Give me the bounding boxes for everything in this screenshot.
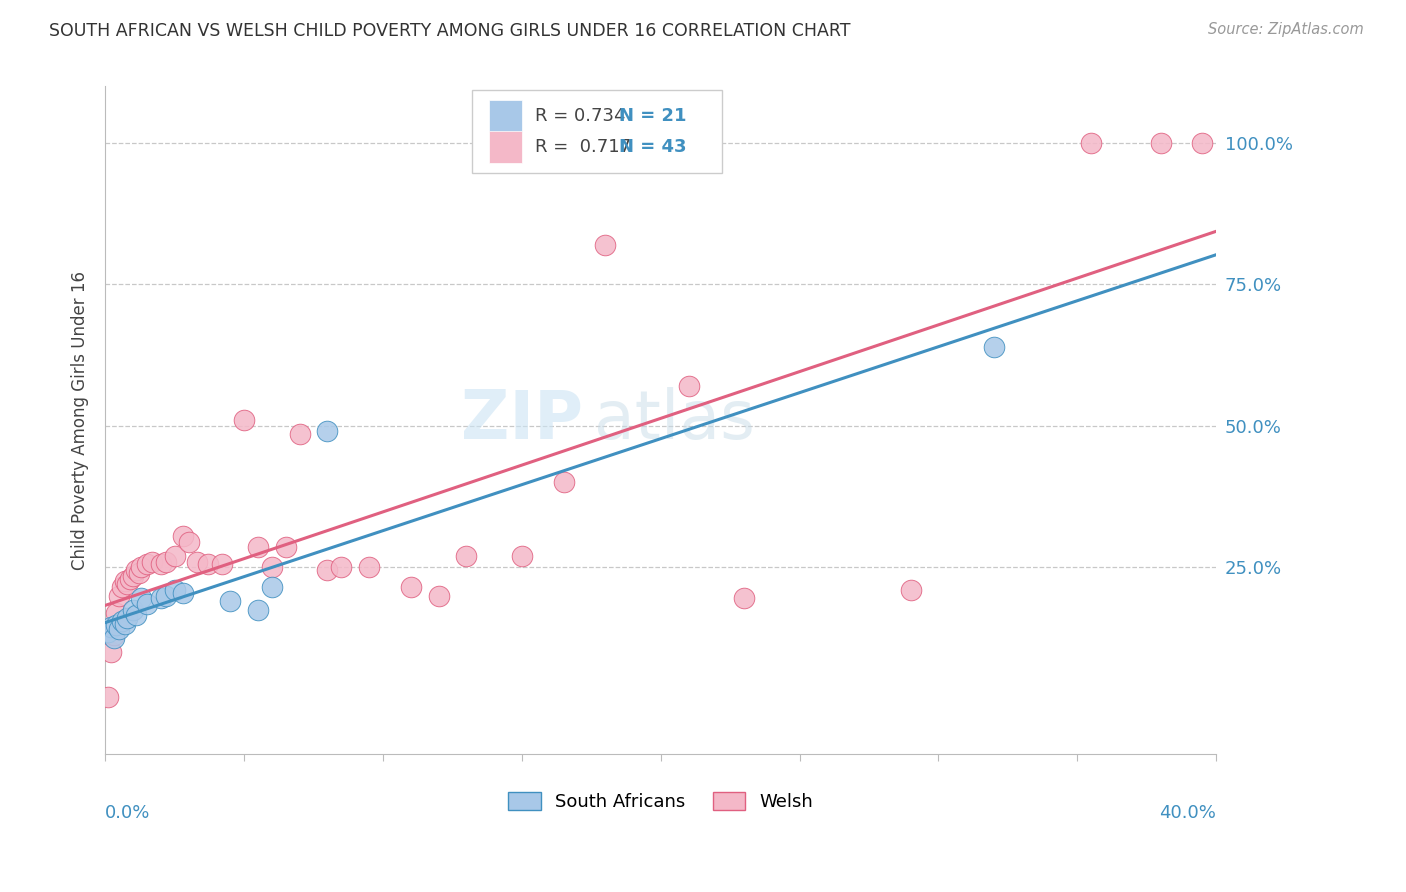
Point [553, 475, 575, 490]
Text: ZIP: ZIP [461, 387, 583, 453]
Point [233, 413, 256, 427]
Point [135, 597, 157, 611]
Point [211, 558, 233, 572]
Point [172, 529, 194, 543]
Point [125, 563, 148, 577]
Text: R =  0.717: R = 0.717 [536, 138, 631, 156]
Point [103, 631, 125, 645]
Point [163, 549, 186, 563]
Point [316, 563, 339, 577]
Point [114, 616, 136, 631]
Legend: South Africans, Welsh: South Africans, Welsh [501, 785, 821, 818]
Point [288, 427, 311, 442]
Point [733, 591, 755, 606]
Point [163, 582, 186, 597]
Point [122, 603, 145, 617]
Point [316, 425, 339, 439]
FancyBboxPatch shape [472, 90, 721, 173]
FancyBboxPatch shape [488, 131, 522, 163]
Point [103, 628, 125, 642]
Point [141, 555, 163, 569]
Text: N = 43: N = 43 [619, 138, 686, 156]
Point [155, 555, 177, 569]
FancyBboxPatch shape [488, 100, 522, 132]
Point [100, 645, 122, 659]
Text: N = 21: N = 21 [619, 107, 686, 125]
Text: Source: ZipAtlas.com: Source: ZipAtlas.com [1208, 22, 1364, 37]
Point [260, 580, 283, 594]
Point [1191, 136, 1213, 150]
Point [128, 566, 150, 580]
Point [678, 379, 700, 393]
Point [246, 603, 269, 617]
Text: 0.0%: 0.0% [105, 804, 150, 822]
Point [131, 591, 153, 606]
Point [399, 580, 422, 594]
Text: 40.0%: 40.0% [1160, 804, 1216, 822]
Point [359, 560, 381, 574]
Point [131, 560, 153, 574]
Point [120, 572, 142, 586]
Point [172, 585, 194, 599]
Point [155, 589, 177, 603]
Point [900, 582, 922, 597]
Point [108, 589, 131, 603]
Point [111, 614, 134, 628]
Point [105, 618, 128, 632]
Point [330, 560, 353, 574]
Point [100, 620, 122, 634]
Point [177, 534, 200, 549]
Point [97, 625, 120, 640]
Point [197, 558, 219, 572]
Text: SOUTH AFRICAN VS WELSH CHILD POVERTY AMONG GIRLS UNDER 16 CORRELATION CHART: SOUTH AFRICAN VS WELSH CHILD POVERTY AMO… [49, 22, 851, 40]
Point [1080, 136, 1102, 150]
Point [274, 541, 297, 555]
Point [186, 555, 208, 569]
Point [135, 558, 157, 572]
Point [983, 340, 1005, 354]
Point [456, 549, 478, 563]
Point [510, 549, 533, 563]
Point [427, 589, 450, 603]
Point [149, 591, 172, 606]
Point [108, 623, 131, 637]
Point [117, 577, 139, 591]
Y-axis label: Child Poverty Among Girls Under 16: Child Poverty Among Girls Under 16 [72, 270, 89, 570]
Point [260, 560, 283, 574]
Point [117, 611, 139, 625]
Point [593, 237, 616, 252]
Point [246, 541, 269, 555]
Text: R = 0.734: R = 0.734 [536, 107, 626, 125]
Point [97, 690, 120, 705]
Point [219, 594, 242, 608]
Point [1150, 136, 1173, 150]
Point [149, 558, 172, 572]
Point [105, 606, 128, 620]
Point [111, 580, 134, 594]
Point [125, 608, 148, 623]
Point [114, 574, 136, 589]
Text: atlas: atlas [595, 387, 755, 453]
Point [122, 568, 145, 582]
